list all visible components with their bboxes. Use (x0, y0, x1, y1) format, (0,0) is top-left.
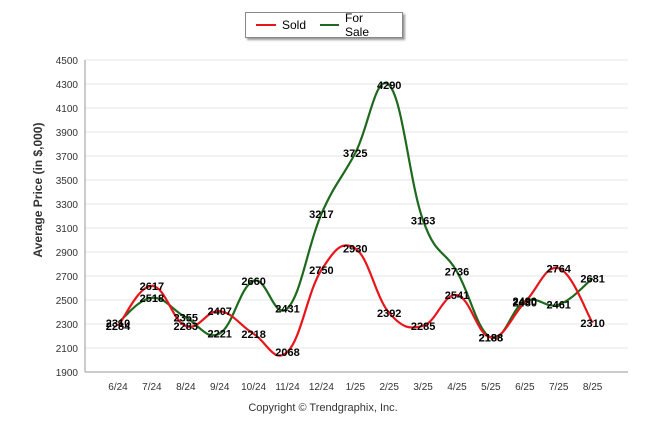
x-tick-label: 7/25 (549, 382, 569, 393)
for-sale-data-label: 2736 (445, 267, 469, 279)
x-tick-label: 8/25 (583, 382, 603, 393)
sold-data-label: 2930 (343, 243, 367, 255)
for-sale-data-label: 2518 (140, 293, 164, 305)
x-tick-label: 10/24 (241, 382, 266, 393)
x-tick-label: 5/25 (481, 382, 501, 393)
for-sale-data-label: 3163 (411, 215, 435, 227)
for-sale-data-label: 2660 (241, 276, 265, 288)
y-axis-label: Average Price (in $,000) (31, 122, 45, 258)
x-tick-label: 6/24 (108, 382, 128, 393)
for-sale-data-label: 2221 (207, 328, 231, 340)
sold-data-label: 2310 (580, 318, 604, 330)
grid-lines (85, 59, 628, 373)
for-sale-data-label: 3725 (343, 148, 367, 160)
x-tick-label: 9/24 (210, 382, 230, 393)
y-tick-label: 4500 (56, 56, 79, 67)
legend[interactable]: Sold For Sale (245, 11, 403, 39)
sold-data-label: 2541 (445, 290, 469, 302)
for-sale-data-label: 2461 (546, 300, 570, 312)
sold-data-label: 2750 (309, 265, 333, 277)
sold-swatch (256, 24, 276, 26)
x-tick-label: 6/25 (515, 382, 535, 393)
x-tick-labels: 6/24 7/24 8/24 9/24 10/24 11/24 12/24 1/25 2/25 3… (108, 382, 603, 393)
sold-data-label: 2392 (377, 308, 401, 320)
legend-label-for-sale: For Sale (345, 11, 370, 39)
sold-data-label: 2617 (140, 281, 164, 293)
legend-label-sold: Sold (282, 18, 307, 32)
for-sale-data-label: 2310 (106, 318, 130, 330)
sold-line (117, 244, 594, 357)
y-tick-label: 2100 (56, 344, 79, 355)
for-sale-data-label: 2355 (174, 312, 198, 324)
y-tick-label: 2900 (56, 248, 79, 259)
y-tick-label: 2500 (56, 296, 79, 307)
x-tick-label: 4/25 (447, 382, 467, 393)
sold-data-label: 2283 (174, 321, 198, 333)
sold-data-label: 2218 (241, 329, 265, 341)
for-sale-data-label: 2681 (580, 273, 604, 285)
y-tick-label: 4100 (56, 104, 79, 115)
axes (84, 60, 628, 373)
sold-data-label: 2285 (411, 321, 435, 333)
y-tick-label: 4300 (56, 80, 79, 91)
x-tick-label: 1/25 (346, 382, 366, 393)
y-tick-label: 2300 (56, 320, 79, 331)
x-tick-label: 7/24 (142, 382, 162, 393)
x-tick-label: 12/24 (309, 382, 334, 393)
sold-data-label: 2284 (106, 321, 131, 333)
y-tick-label: 3100 (56, 224, 79, 235)
copyright-footer: Copyright © Trendgraphix, Inc. (248, 402, 398, 414)
for-sale-data-label: 4290 (377, 80, 401, 92)
y-tick-label: 3700 (56, 152, 79, 163)
legend-item-sold[interactable]: Sold (256, 18, 306, 32)
for-sale-data-label: 3217 (309, 209, 333, 221)
x-tick-label: 11/24 (275, 382, 300, 393)
legend-item-for-sale[interactable]: For Sale (320, 11, 388, 39)
y-tick-label: 3900 (56, 128, 79, 139)
x-tick-label: 3/25 (413, 382, 433, 393)
for-sale-data-label: 2431 (275, 303, 299, 315)
x-tick-label: 2/25 (379, 382, 399, 393)
sold-data-label: 2188 (479, 332, 503, 344)
sold-data-label: 2480 (513, 297, 537, 309)
y-tick-labels: 1900 2100 2300 2500 2700 2900 3100 3300 3500 3700… (56, 56, 79, 379)
data-labels: 2284 2617 2283 2407 2218 2068 2750 2930 2392 2285… (106, 80, 605, 359)
y-tick-label: 3500 (56, 176, 79, 187)
y-tick-label: 2700 (56, 272, 79, 283)
for-sale-swatch (320, 24, 339, 26)
series-lines (117, 82, 594, 357)
x-tick-label: 8/24 (176, 382, 196, 393)
sold-data-label: 2764 (546, 263, 571, 275)
for-sale-data-label: 2490 (513, 296, 537, 308)
sold-data-label: 2407 (207, 306, 231, 318)
y-tick-label: 1900 (56, 368, 79, 379)
y-tick-label: 3300 (56, 200, 79, 211)
for-sale-data-label: 2188 (479, 332, 503, 344)
sold-data-label: 2068 (275, 347, 299, 359)
